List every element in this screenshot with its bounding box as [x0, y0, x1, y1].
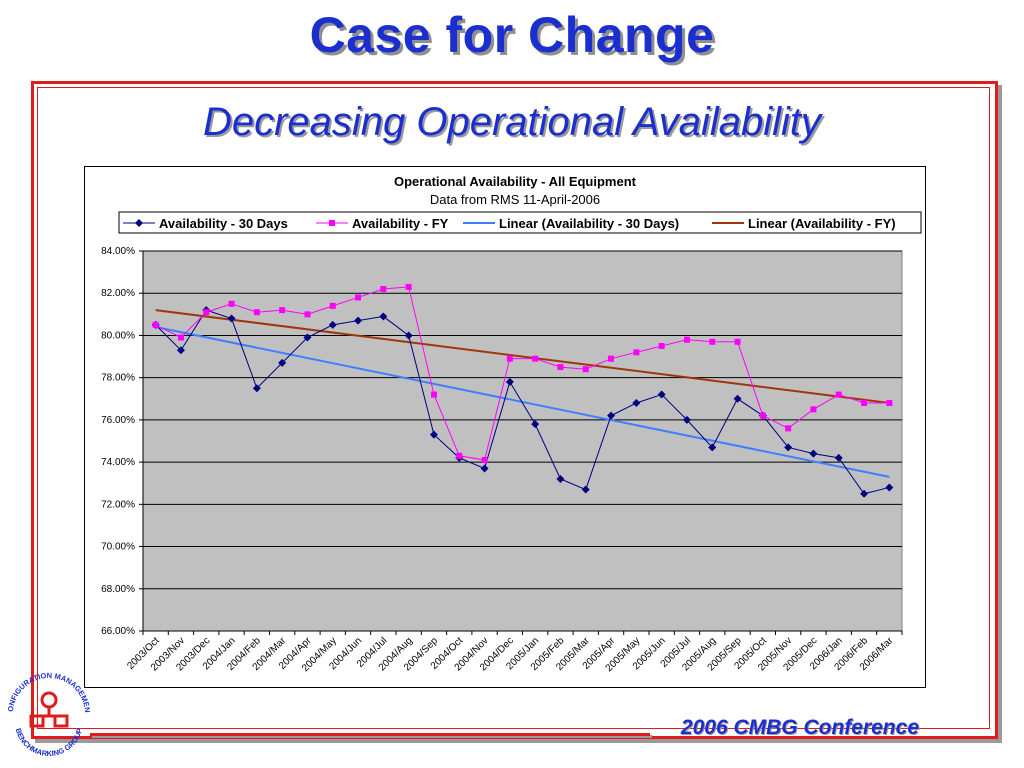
y-tick-label: 80.00%: [101, 330, 135, 341]
data-point: [278, 358, 287, 367]
data-point: [354, 316, 363, 325]
data-point: [328, 320, 337, 329]
data-point: [556, 475, 565, 483]
data-point: [304, 311, 311, 318]
footer-divider: [90, 733, 650, 736]
legend-marker: [135, 219, 143, 227]
data-point: [810, 406, 817, 413]
chart-area: Operational Availability - All Equipment…: [84, 166, 926, 688]
y-tick-label: 68.00%: [101, 584, 135, 595]
data-point: [532, 355, 539, 362]
y-tick-label: 78.00%: [101, 373, 135, 384]
data-point: [228, 300, 235, 307]
y-tick-label: 82.00%: [101, 288, 135, 299]
y-tick-label: 76.00%: [101, 415, 135, 426]
data-point: [379, 312, 388, 321]
logo-text-bottom: BENCHMARKING GROUP: [14, 727, 85, 758]
series-line: [155, 309, 890, 495]
data-point: [734, 338, 741, 345]
data-point: [834, 453, 843, 462]
data-point: [860, 489, 869, 498]
data-point: [203, 309, 210, 316]
data-point: [404, 331, 413, 340]
data-point: [176, 346, 185, 355]
data-point: [709, 338, 716, 345]
data-point: [682, 415, 691, 424]
data-point: [633, 349, 640, 356]
data-point: [784, 443, 793, 452]
plot-area: [142, 250, 903, 632]
legend-label: Linear (Availability - FY): [748, 216, 896, 231]
cmbg-logo: CONFIGURATION MANAGEMENT BENCHMARKING GR…: [3, 668, 92, 758]
data-point: [329, 302, 336, 309]
y-tick-label: 74.00%: [101, 457, 135, 468]
data-point: [759, 412, 766, 419]
data-point: [253, 309, 260, 316]
data-point: [152, 321, 159, 328]
legend-label: Linear (Availability - 30 Days): [499, 216, 679, 231]
y-tick-label: 84.00%: [101, 246, 135, 257]
data-point: [708, 443, 717, 452]
data-point: [683, 336, 690, 343]
line-chart: Operational Availability - All Equipment…: [101, 174, 922, 674]
conference-footer: 2006 CMBG Conference: [680, 716, 919, 739]
data-point: [632, 399, 641, 407]
data-point: [658, 343, 665, 349]
data-point: [279, 307, 286, 314]
data-point: [506, 355, 513, 362]
data-point: [557, 364, 564, 371]
data-point: [835, 391, 842, 398]
data-point: [809, 449, 818, 458]
legend-box: [118, 211, 922, 234]
trend-line: [155, 309, 890, 404]
data-point: [430, 391, 437, 398]
series-line: [155, 286, 890, 461]
slide-frame-inner: [37, 87, 990, 729]
slide-title: Case for Change: [309, 7, 715, 63]
data-point: [355, 294, 362, 301]
data-point: [885, 483, 894, 492]
data-point: [861, 400, 868, 406]
slide-frame-outer: [31, 81, 998, 739]
data-point: [481, 457, 488, 463]
data-point: [252, 384, 261, 393]
data-point: [608, 355, 615, 362]
data-point: [581, 485, 590, 494]
data-point: [405, 283, 412, 290]
data-point: [582, 366, 589, 373]
legend-marker: [329, 220, 335, 226]
y-tick-label: 66.00%: [101, 626, 135, 637]
logo-figure-icon: [29, 691, 69, 728]
slide-subtitle: Decreasing Operational Availability: [202, 100, 822, 144]
chart-title: Operational Availability - All Equipment: [394, 174, 637, 189]
data-point: [480, 464, 489, 473]
data-point: [177, 334, 184, 341]
y-tick-label: 72.00%: [101, 499, 135, 510]
data-point: [886, 400, 893, 406]
legend-label: Availability - FY: [352, 216, 449, 231]
data-point: [785, 425, 792, 432]
data-point: [429, 430, 438, 439]
data-point: [456, 452, 463, 459]
data-point: [607, 411, 616, 420]
legend-label: Availability - 30 Days: [159, 216, 288, 231]
data-point: [303, 333, 312, 342]
data-point: [531, 420, 540, 429]
trend-line: [155, 326, 890, 478]
data-point: [380, 286, 387, 292]
y-tick-label: 70.00%: [101, 542, 135, 553]
data-point: [657, 390, 666, 399]
data-point: [733, 394, 742, 403]
data-point: [505, 377, 514, 386]
chart-subtitle: Data from RMS 11-April-2006: [430, 192, 600, 207]
data-point: [227, 314, 236, 323]
